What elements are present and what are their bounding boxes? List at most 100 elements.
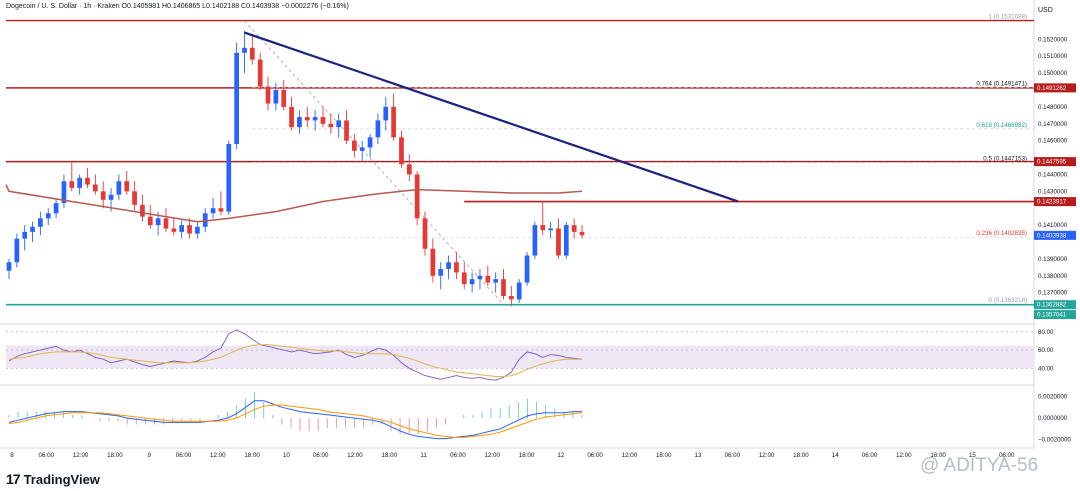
rsi-pane: 80.00 60.00 40.00 [6, 329, 1054, 381]
time-tick-label: 8 [10, 452, 14, 459]
candle-body [218, 208, 224, 212]
currency-label: USD [1038, 7, 1053, 14]
price-tick-label: 0.1430000 [1038, 188, 1068, 195]
fibonacci-levels: 1 (0.1531088) 0.764 (0.1491471) 0.618 (0.1… [244, 14, 1034, 305]
time-tick-label: 12:00 [347, 452, 363, 459]
rsi-tick-label: 60.00 [1038, 347, 1054, 354]
candle-body [344, 120, 349, 141]
candle-body [438, 269, 444, 276]
fib-level-label: 0.618 (0.1466982) [976, 122, 1027, 129]
candle-body [140, 204, 145, 217]
time-tick-label: 10 [283, 452, 290, 459]
price-tick-label: 0.1470000 [1038, 121, 1068, 128]
candle-body [501, 279, 506, 297]
trend-line[interactable] [244, 31, 739, 203]
candle-body [273, 90, 279, 104]
candle-body [100, 191, 106, 200]
time-tick-label: 18:00 [793, 452, 809, 459]
candle-body [485, 275, 491, 283]
price-tick-label: 0.1410000 [1038, 222, 1068, 229]
candle-body [289, 106, 294, 128]
candle-body [202, 213, 208, 227]
candle-body [563, 225, 569, 256]
price-tick-label: 0.1460000 [1038, 138, 1068, 145]
time-tick-label: 18:00 [244, 452, 260, 459]
price-label-text: 0.1362882 [1037, 302, 1067, 309]
price-label-box [1034, 83, 1076, 93]
time-tick-label: 06:00 [587, 452, 603, 459]
price-label-text: 0.1491262 [1037, 85, 1067, 92]
time-tick-label: 06:00 [450, 452, 466, 459]
rsi-tick-label: 80.00 [1038, 329, 1054, 336]
candle-body [61, 181, 67, 204]
candle-body [461, 272, 467, 285]
rsi-tick-label: 40.00 [1038, 365, 1054, 372]
candle-body [454, 262, 459, 273]
time-tick-label: 18:00 [382, 452, 398, 459]
fib-level-label: 0.236 (0.1402835) [976, 230, 1027, 237]
time-tick-label: 18:00 [930, 452, 946, 459]
candle-body [257, 59, 263, 87]
candle-body [430, 248, 436, 276]
price-label-box [1034, 197, 1076, 207]
candle-body [359, 147, 365, 151]
price-label-box [1034, 310, 1076, 320]
candle-body [163, 218, 169, 229]
time-tick-label: 06:00 [176, 452, 192, 459]
candle-body [69, 181, 75, 188]
candle-body [509, 296, 514, 300]
time-tick-label: 18:00 [107, 452, 123, 459]
candle-body [77, 177, 82, 188]
time-tick-label: 12:00 [622, 452, 638, 459]
candle-body [187, 225, 192, 234]
time-tick-label: 12:00 [210, 452, 226, 459]
candle-body [540, 225, 546, 231]
candle-body [391, 106, 396, 138]
time-tick-label: 12:00 [484, 452, 500, 459]
candle-body [383, 106, 389, 121]
price-tick-label: 0.1390000 [1038, 256, 1068, 263]
time-tick-label: 12:00 [759, 452, 775, 459]
candle-body [352, 140, 357, 151]
candle-body [477, 275, 483, 280]
macd-series-line [8, 400, 582, 440]
time-tick-label: 12:00 [73, 452, 89, 459]
candle-body [147, 216, 153, 226]
candle-body [265, 86, 271, 104]
rsi-band [6, 345, 1034, 369]
candle-body [249, 47, 255, 60]
time-tick-label: 06:00 [999, 452, 1015, 459]
candle-body [375, 120, 381, 138]
horizontal-levels [6, 19, 1034, 306]
moving-average [5, 184, 583, 223]
macd-tick-label: 0.0000000 [1038, 415, 1068, 422]
candle-body [92, 184, 98, 192]
time-tick-label: 06:00 [862, 452, 878, 459]
candle-body [516, 282, 522, 300]
candle-body [116, 181, 122, 195]
fib-level-label: 1 (0.1531088) [988, 14, 1027, 21]
price-axis[interactable]: 0.1520000 0.1510000 0.1500000 0.1480000 0.14… [1034, 36, 1076, 320]
candle-body [469, 279, 475, 285]
time-tick-label: 06:00 [313, 452, 329, 459]
price-label-text: 0.1447595 [1037, 159, 1067, 166]
candle-body [6, 262, 12, 271]
macd-pane: 0.0020000 0.0000000 −0.0020000 [8, 392, 1071, 444]
candle-body [53, 203, 59, 214]
candle-body [38, 218, 43, 227]
time-tick-label: 12 [557, 452, 564, 459]
time-tick-label: 9 [147, 452, 151, 459]
price-label-box [1034, 300, 1076, 310]
time-tick-label: 06:00 [725, 452, 741, 459]
candle-body [85, 177, 90, 185]
candle-body [532, 225, 538, 256]
candle-body [414, 174, 420, 219]
candle-body [210, 208, 216, 214]
price-tick-label: 0.1500000 [1038, 70, 1068, 77]
watermark: @ ADITYA-56 [920, 455, 1039, 476]
candle-body [226, 144, 232, 212]
rsi-series-line [8, 344, 582, 377]
candle-body [422, 218, 428, 249]
time-axis[interactable]: 8 06:00 12:00 18:00 9 06:00 12:00 18:00 10 06:00 1… [10, 452, 1015, 459]
